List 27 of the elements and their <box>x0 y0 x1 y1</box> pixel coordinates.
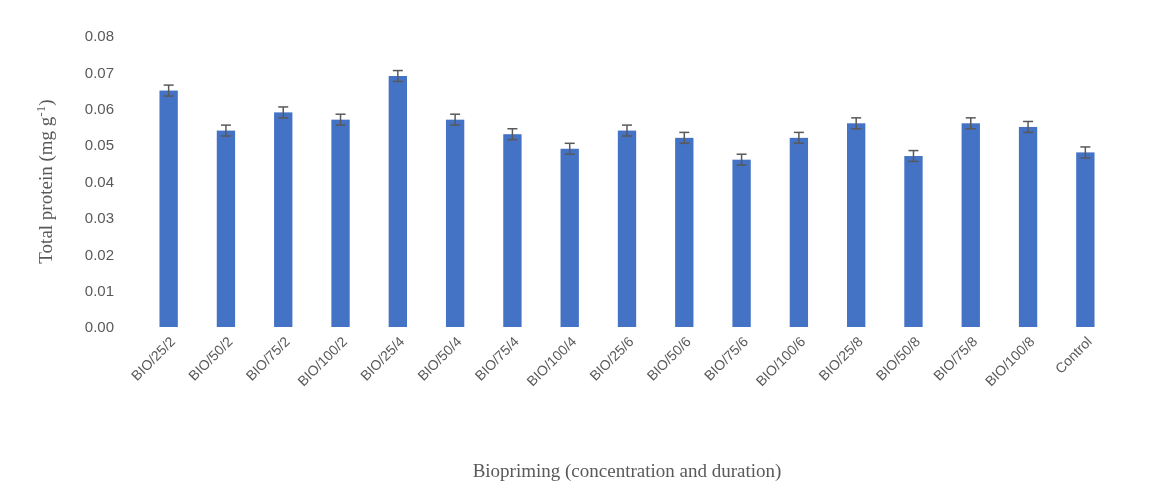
bar <box>789 137 809 327</box>
bar <box>274 112 293 327</box>
bar <box>732 159 751 327</box>
y-tick-label: 0.07 <box>84 63 114 81</box>
x-axis-title: Biopriming (concentration and duration) <box>472 460 782 482</box>
y-tick-label: 0.08 <box>84 27 114 45</box>
y-tick-label: 0.05 <box>84 136 114 154</box>
bar <box>961 123 980 327</box>
y-tick-label: 0.04 <box>84 172 114 190</box>
bar <box>388 76 407 327</box>
y-tick-label: 0.03 <box>84 209 114 227</box>
bar <box>617 130 637 327</box>
bar <box>331 119 350 327</box>
bar <box>1076 152 1095 327</box>
bar <box>1018 126 1038 327</box>
bar <box>904 156 923 327</box>
bar <box>560 148 579 327</box>
bar <box>216 130 236 327</box>
bar <box>445 119 465 327</box>
bar <box>503 134 522 327</box>
y-tick-label: 0.00 <box>84 318 114 336</box>
bar <box>675 137 694 327</box>
y-tick-label: 0.02 <box>84 245 114 263</box>
bar <box>159 90 178 327</box>
bar <box>847 123 866 327</box>
y-tick-label: 0.01 <box>84 281 114 299</box>
y-tick-label: 0.06 <box>84 100 114 117</box>
